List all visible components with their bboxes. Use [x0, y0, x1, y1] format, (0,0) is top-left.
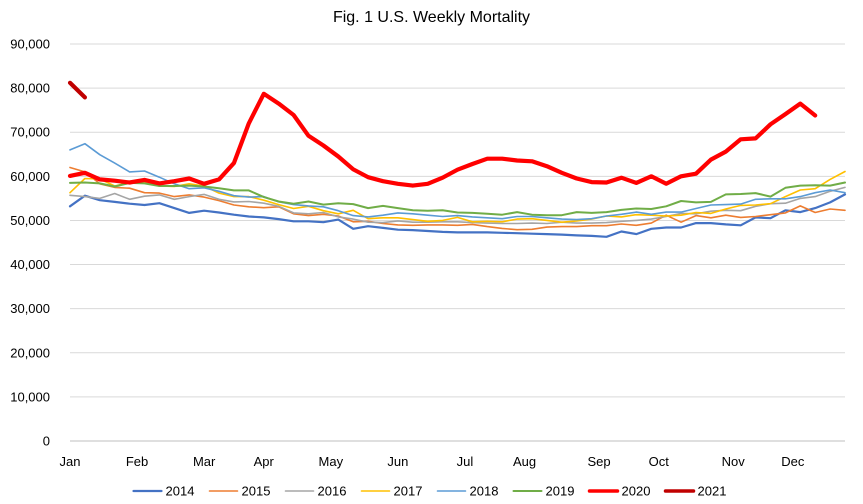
x-tick-label: Oct: [649, 454, 670, 469]
y-tick-label: 60,000: [10, 169, 50, 184]
y-tick-label: 0: [43, 434, 50, 449]
series-line-2014: [68, 193, 847, 238]
legend-label: 2019: [546, 484, 575, 499]
series-line-2019: [69, 181, 846, 217]
legend-item-2015: 2015: [208, 484, 271, 499]
legend-label: 2017: [394, 484, 423, 499]
x-tick-label: Dec: [781, 454, 805, 469]
gridlines: [70, 43, 845, 442]
legend-item-2017: 2017: [360, 484, 423, 499]
x-axis-tick-labels: Jan Feb Mar Apr May Jun Jul Aug Sep Oct Nov Dec: [60, 454, 805, 469]
series-line-2021: [67, 80, 88, 100]
legend: 2014 2015 2016 2017 2018 2019 2020 2021: [132, 484, 727, 499]
legend-item-2019: 2019: [512, 484, 575, 499]
y-tick-label: 70,000: [10, 125, 50, 140]
chart-title: Fig. 1 U.S. Weekly Mortality: [333, 9, 530, 26]
x-tick-label: Aug: [513, 454, 536, 469]
legend-label: 2020: [622, 484, 651, 499]
x-tick-label: Sep: [588, 454, 611, 469]
x-tick-label: Jun: [387, 454, 408, 469]
y-tick-label: 10,000: [10, 389, 50, 404]
x-tick-label: Apr: [254, 454, 275, 469]
x-tick-label: Mar: [193, 454, 216, 469]
series-line-2016: [69, 186, 846, 225]
legend-label: 2021: [698, 484, 727, 499]
y-tick-label: 90,000: [10, 37, 50, 52]
legend-label: 2016: [318, 484, 347, 499]
x-tick-label: Feb: [126, 454, 148, 469]
x-tick-label: Jan: [60, 454, 81, 469]
x-tick-label: Nov: [722, 454, 746, 469]
legend-item-2020: 2020: [587, 484, 651, 499]
series-lines: [67, 80, 847, 238]
y-tick-label: 80,000: [10, 81, 50, 96]
series-line-2015: [69, 166, 846, 231]
series-line-2020: [67, 91, 818, 188]
legend-label: 2015: [242, 484, 271, 499]
y-tick-label: 30,000: [10, 301, 50, 316]
y-tick-label: 20,000: [10, 345, 50, 360]
legend-item-2014: 2014: [132, 484, 195, 499]
y-tick-label: 50,000: [10, 213, 50, 228]
legend-label: 2018: [470, 484, 499, 499]
x-tick-label: Jul: [457, 454, 474, 469]
legend-label: 2014: [166, 484, 195, 499]
legend-item-2021: 2021: [663, 484, 727, 499]
y-axis-tick-labels: 0 10,000 20,000 30,000 40,000 50,000 60,000 70,…: [10, 37, 50, 449]
y-tick-label: 40,000: [10, 257, 50, 272]
legend-item-2016: 2016: [284, 484, 347, 499]
x-tick-label: May: [319, 454, 344, 469]
series-line-2018: [69, 142, 846, 221]
legend-item-2018: 2018: [436, 484, 499, 499]
